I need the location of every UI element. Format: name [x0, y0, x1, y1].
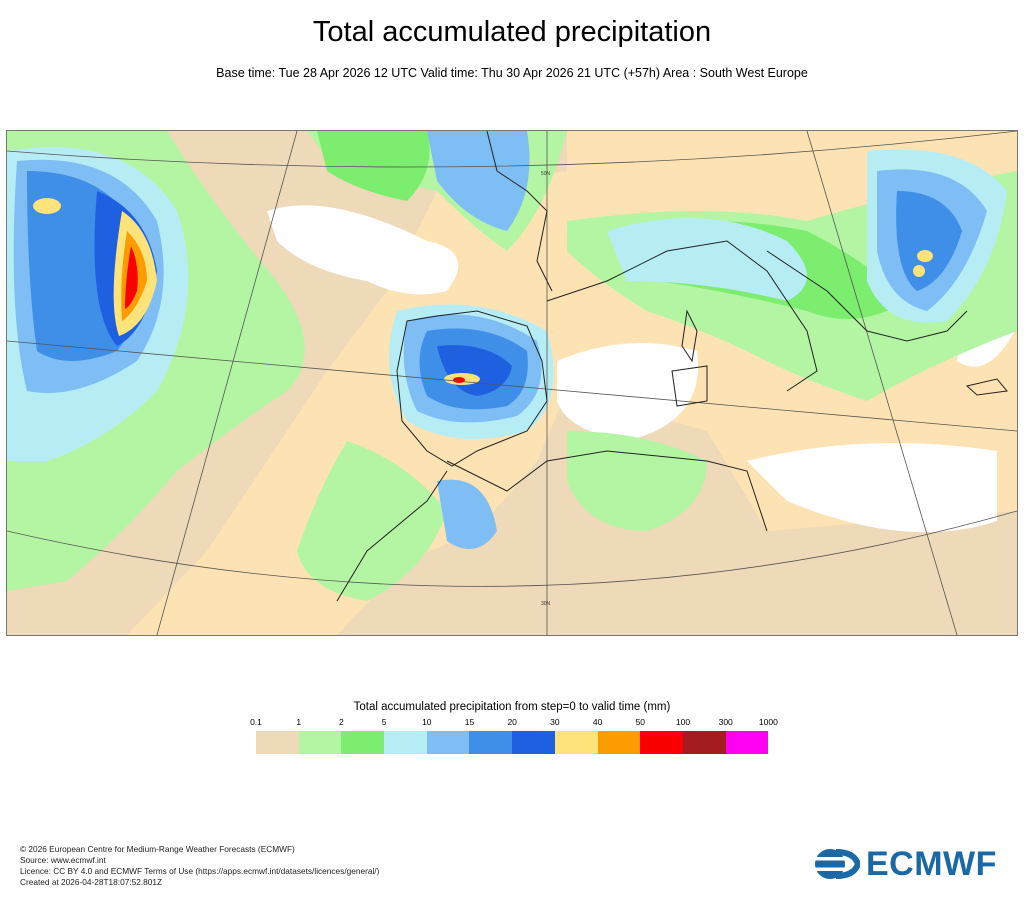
no-precip-area	[267, 205, 459, 295]
legend-tick-label: 1000	[758, 717, 778, 727]
legend-swatch	[341, 731, 385, 754]
legend-title: Total accumulated precipitation from ste…	[353, 701, 671, 713]
legend-tick-label: 15	[464, 717, 475, 727]
precip-area-15-20	[896, 191, 962, 291]
precip-core-50-100	[125, 246, 138, 309]
legend-swatch	[469, 731, 513, 754]
legend-tick-label: 5	[381, 717, 387, 727]
legend-swatch	[298, 731, 342, 754]
coastline	[446, 450, 768, 532]
legend-swatch	[426, 731, 470, 754]
legend-swatch	[384, 731, 427, 754]
precip-area-10-15	[427, 131, 530, 231]
legend-tick-label: 10	[422, 717, 432, 727]
legend-swatch	[640, 731, 683, 754]
legend-tick-label: 1	[296, 717, 302, 727]
copyright-line: © 2026 European Centre for Medium-Range …	[20, 844, 295, 854]
legend-tick-label: 20	[507, 717, 517, 727]
coastline	[766, 250, 968, 342]
legend-tick-label: 100	[675, 717, 691, 727]
coastline	[486, 131, 553, 292]
precipitation-map[interactable]: 50N 30N	[6, 130, 1018, 636]
graticule-line	[7, 510, 1017, 587]
coastline	[546, 240, 818, 392]
legend-swatch	[597, 731, 641, 754]
graticule-line	[7, 340, 1017, 432]
precip-area-2-5	[317, 131, 430, 201]
footer-credits: © 2026 European Centre for Medium-Range …	[20, 844, 379, 888]
ecmwf-logo-text: ECMWF	[866, 844, 997, 883]
legend-ticks: 0.1 1 2 5 10 15 20 30 40 50 100 300 1000	[0, 717, 1024, 729]
legend-swatch	[725, 731, 769, 754]
no-precip-area	[747, 443, 997, 533]
latitude-label: 30N	[541, 601, 551, 607]
ecmwf-logo-icon	[814, 849, 860, 879]
legend-tick-label: 300	[718, 717, 733, 727]
legend-colorbar	[256, 731, 769, 754]
precip-area-10-15	[437, 479, 497, 549]
graticule-line	[7, 131, 1017, 168]
latitude-label: 50N	[541, 171, 551, 177]
chart-subtitle: Base time: Tue 28 Apr 2026 12 UTC Valid …	[216, 66, 808, 80]
precip-core-30-40	[917, 250, 933, 262]
legend-tick-label: 50	[635, 717, 646, 727]
precip-core-30-40	[913, 265, 925, 277]
coastline	[965, 378, 1008, 396]
precip-area-1-2	[567, 431, 707, 531]
created-line: Created at 2026-04-28T18:07:52.801Z	[20, 877, 163, 887]
legend-tick-label: 30	[550, 717, 560, 727]
chart-title: Total accumulated precipitation	[312, 16, 712, 48]
licence-line: Licence: CC BY 4.0 and ECMWF Terms of Us…	[20, 866, 380, 876]
source-line: Source: www.ecmwf.int	[20, 855, 106, 865]
ecmwf-logo: ECMWF	[814, 844, 997, 883]
coastline	[681, 309, 698, 363]
precip-area-1-2	[297, 441, 447, 601]
legend-swatch	[554, 731, 598, 754]
legend-tick-label: 40	[592, 717, 603, 727]
precip-area-5-10	[607, 218, 807, 301]
coastline	[396, 310, 548, 467]
legend-swatch	[256, 731, 299, 754]
precip-core-30-40	[33, 198, 61, 214]
coastline	[336, 470, 448, 602]
legend-tick-label: 0.1	[250, 717, 262, 727]
graticule-line	[156, 131, 298, 635]
coastline	[671, 365, 708, 407]
no-precip-area	[557, 343, 699, 441]
legend-tick-label: 2	[339, 717, 344, 727]
legend-swatch	[512, 731, 555, 754]
graticule-line	[806, 131, 958, 635]
legend-swatch	[682, 731, 726, 754]
precip-core-50-100	[453, 377, 465, 383]
